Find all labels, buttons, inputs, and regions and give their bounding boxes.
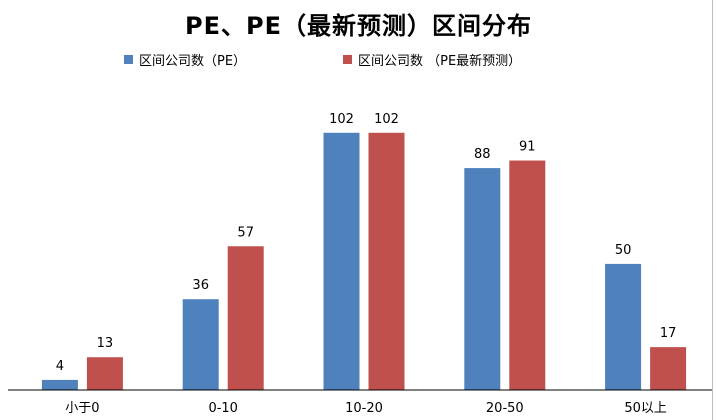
x-tick-label-4: 50以上 [624, 401, 667, 416]
bar-pe-0 [41, 379, 78, 390]
data-label-pe-forecast-2: 102 [374, 112, 399, 127]
data-label-pe-forecast-3: 91 [519, 140, 536, 155]
data-label-pe-3: 88 [474, 147, 491, 162]
legend: 区间公司数（PE） 区间公司数 （PE最新预测） [0, 50, 717, 70]
data-label-pe-forecast-4: 17 [660, 326, 677, 341]
bar-pe-forecast-4 [650, 347, 687, 390]
data-label-pe-forecast-0: 13 [97, 336, 114, 351]
frame-edge [712, 0, 713, 420]
bar-pe-forecast-0 [86, 357, 123, 390]
data-label-pe-forecast-1: 57 [237, 225, 254, 240]
legend-swatch-pe-forecast [343, 55, 352, 64]
x-tick-label-1: 0-10 [208, 401, 238, 416]
x-tick-label-0: 小于0 [65, 401, 99, 416]
data-label-pe-4: 50 [615, 243, 632, 258]
bar-pe-1 [182, 299, 219, 390]
legend-label-pe-forecast: 区间公司数 （PE最新预测） [358, 54, 522, 69]
x-tick-label-2: 10-20 [345, 401, 383, 416]
bar-pe-forecast-2 [368, 132, 405, 391]
data-label-pe-0: 4 [56, 359, 64, 374]
bar-pe-2 [323, 132, 360, 391]
legend-label-pe: 区间公司数（PE） [139, 54, 247, 69]
chart-title: PE、PE（最新预测）区间分布 [185, 12, 532, 40]
bar-pe-4 [605, 263, 642, 390]
bar-pe-forecast-1 [227, 246, 264, 390]
legend-swatch-pe [124, 55, 133, 64]
x-tick-label-3: 20-50 [486, 401, 524, 416]
bar-pe-forecast-3 [509, 160, 546, 390]
data-label-pe-2: 102 [329, 112, 354, 127]
legend-item-pe: 区间公司数（PE） [124, 50, 246, 69]
data-label-pe-1: 36 [192, 278, 209, 293]
bar-pe-3 [464, 168, 501, 390]
legend-item-pe-forecast: 区间公司数 （PE最新预测） [343, 50, 521, 69]
